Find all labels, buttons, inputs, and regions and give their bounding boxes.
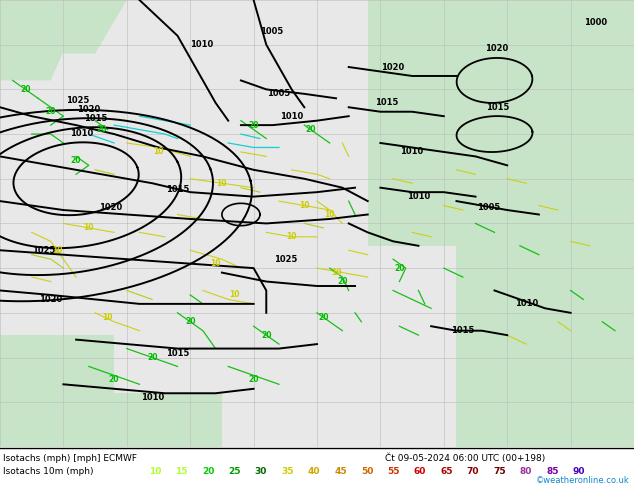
- Text: 20: 20: [306, 125, 316, 134]
- Text: 10: 10: [230, 291, 240, 299]
- Text: 1010: 1010: [141, 393, 164, 402]
- Text: Isotachs 10m (mph): Isotachs 10m (mph): [3, 467, 93, 476]
- Text: 20: 20: [202, 467, 214, 476]
- Text: 1005: 1005: [477, 203, 500, 212]
- Text: 1015: 1015: [166, 348, 189, 358]
- Text: 20: 20: [71, 156, 81, 166]
- Text: 1015: 1015: [84, 114, 108, 123]
- Text: 1010: 1010: [190, 40, 214, 49]
- Text: 10: 10: [331, 268, 341, 277]
- Text: 90: 90: [573, 467, 585, 476]
- Text: 45: 45: [334, 467, 347, 476]
- Text: 10: 10: [84, 223, 94, 232]
- Text: 1010: 1010: [70, 129, 93, 138]
- Text: 20: 20: [249, 121, 259, 130]
- Text: 1020: 1020: [100, 203, 122, 212]
- Polygon shape: [0, 393, 222, 447]
- Text: 10: 10: [299, 201, 309, 210]
- Text: 1010: 1010: [515, 299, 538, 308]
- Text: 1000: 1000: [585, 18, 607, 27]
- Text: 10: 10: [103, 313, 113, 322]
- Text: 1010: 1010: [407, 192, 430, 201]
- Text: 1015: 1015: [375, 98, 398, 107]
- Text: 55: 55: [387, 467, 400, 476]
- Text: Čt 09-05-2024 06:00 UTC (00+198): Čt 09-05-2024 06:00 UTC (00+198): [385, 454, 545, 464]
- Text: 20: 20: [46, 107, 56, 116]
- Text: 65: 65: [440, 467, 453, 476]
- Polygon shape: [0, 335, 114, 447]
- Text: 20: 20: [249, 375, 259, 384]
- Text: 10: 10: [52, 246, 62, 255]
- Text: 10: 10: [149, 467, 161, 476]
- Text: 50: 50: [361, 467, 373, 476]
- Text: 80: 80: [520, 467, 532, 476]
- Text: 1005: 1005: [268, 89, 290, 98]
- Text: 60: 60: [414, 467, 426, 476]
- Text: 20: 20: [147, 353, 157, 362]
- Text: ©weatheronline.co.uk: ©weatheronline.co.uk: [536, 476, 630, 485]
- Text: 1025: 1025: [66, 97, 89, 105]
- Text: 20: 20: [394, 264, 404, 272]
- Text: 1010: 1010: [280, 112, 303, 121]
- Text: 1005: 1005: [260, 27, 283, 36]
- Text: 20: 20: [261, 331, 271, 340]
- Text: 20: 20: [318, 313, 328, 322]
- Text: 1025: 1025: [274, 255, 297, 264]
- Text: 1015: 1015: [166, 185, 189, 195]
- Text: 25: 25: [228, 467, 241, 476]
- Text: 20: 20: [109, 375, 119, 384]
- Text: 40: 40: [307, 467, 320, 476]
- Text: 10: 10: [287, 232, 297, 242]
- Text: 35: 35: [281, 467, 294, 476]
- Text: 30: 30: [255, 467, 267, 476]
- Text: 85: 85: [547, 467, 559, 476]
- Text: 10: 10: [325, 210, 335, 219]
- Polygon shape: [0, 0, 127, 53]
- Text: 10: 10: [153, 147, 164, 156]
- Text: Isotachs (mph) [mph] ECMWF: Isotachs (mph) [mph] ECMWF: [3, 454, 137, 463]
- Text: 1010: 1010: [401, 147, 424, 156]
- Text: 75: 75: [493, 467, 506, 476]
- Text: 20: 20: [185, 317, 195, 326]
- Text: 1015: 1015: [451, 326, 474, 335]
- Text: 1020: 1020: [39, 295, 62, 304]
- Text: 10: 10: [217, 179, 227, 188]
- Text: 15: 15: [175, 467, 188, 476]
- Text: 20: 20: [337, 277, 347, 286]
- Polygon shape: [456, 246, 634, 447]
- Text: 20: 20: [20, 85, 30, 94]
- Text: 20: 20: [96, 125, 107, 134]
- Polygon shape: [0, 0, 76, 80]
- Polygon shape: [368, 0, 634, 246]
- Text: 1025: 1025: [32, 246, 55, 255]
- Text: 70: 70: [467, 467, 479, 476]
- Text: 1020: 1020: [77, 105, 100, 114]
- Text: 1020: 1020: [382, 63, 404, 72]
- Text: 1015: 1015: [486, 102, 510, 112]
- Text: 1020: 1020: [485, 45, 508, 53]
- Text: 10: 10: [210, 259, 221, 268]
